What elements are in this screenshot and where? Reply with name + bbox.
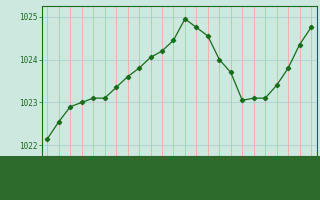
X-axis label: Graphe pression niveau de la mer (hPa): Graphe pression niveau de la mer (hPa) bbox=[84, 169, 274, 178]
